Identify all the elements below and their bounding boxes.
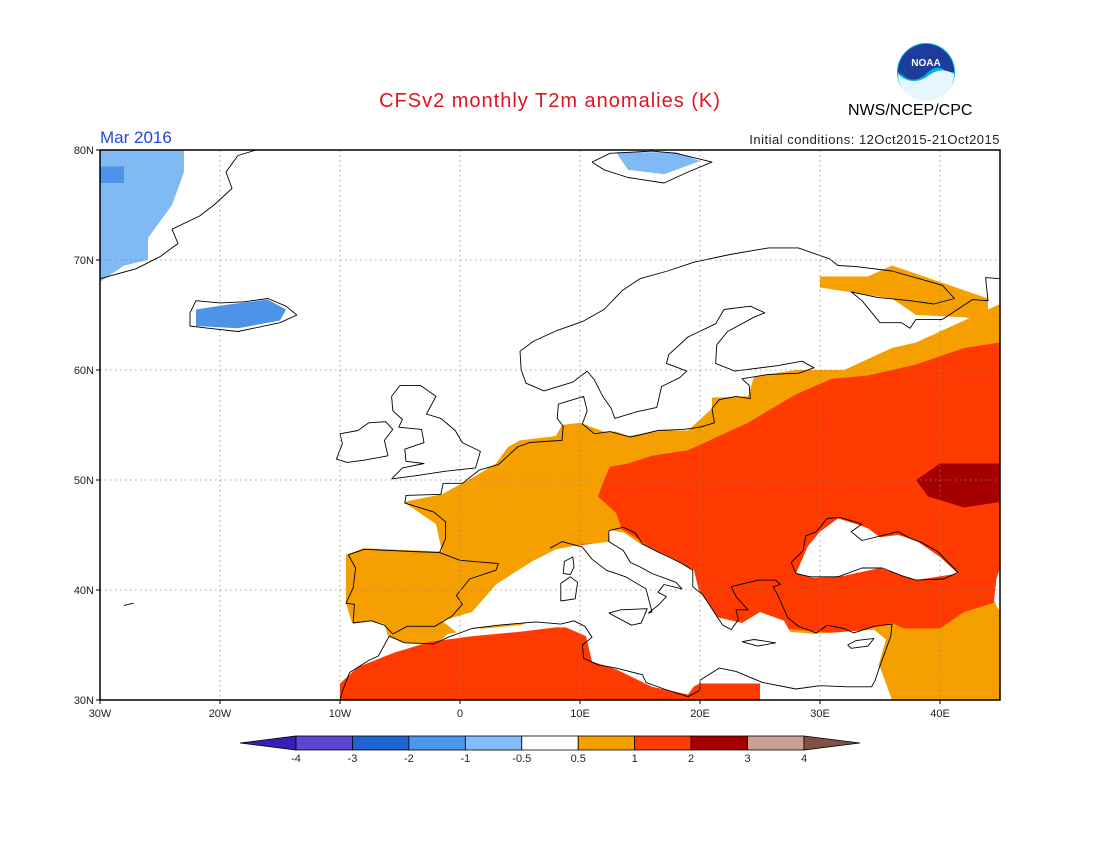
agency-label: NWS/NCEP/CPC xyxy=(848,102,973,119)
lon-tick-label: 20E xyxy=(690,708,710,720)
map-frame xyxy=(99,149,1001,701)
coastline-crete xyxy=(741,639,777,647)
figure-title: CFSv2 monthly T2m anomalies (K) xyxy=(379,90,721,112)
axis-ticks: 30W 20W 10W 0 10E 20E 30E 40E 30N 40N 50N 60N 70N 80N xyxy=(74,145,950,720)
colorbar-swatch xyxy=(295,735,353,751)
lon-tick-label: 10W xyxy=(329,708,352,720)
coastline-british-isles xyxy=(391,384,481,480)
colorbar-swatch xyxy=(408,735,466,751)
colorbar-swatch xyxy=(577,735,636,751)
colorbar-swatch xyxy=(747,735,805,751)
anomaly-region-svalbard-light-blue xyxy=(616,152,700,175)
coastline-france-belgium-netherlands xyxy=(404,247,1001,553)
coastline-greenland-coast xyxy=(99,149,257,280)
lat-tick-label: 80N xyxy=(74,145,94,157)
colorbar-label: 2 xyxy=(688,753,694,765)
colorbar-label: 1 xyxy=(632,753,638,765)
colorbar-swatch xyxy=(634,735,692,751)
colorbar-label: -2 xyxy=(404,753,414,765)
coastline-azores-canaries xyxy=(123,602,134,606)
coastline-svalbard xyxy=(591,150,713,184)
colorbar-min-triangle xyxy=(239,735,297,751)
forecast-month: Mar 2016 xyxy=(100,128,172,147)
coastline-balkans-greece-turkey xyxy=(339,526,893,701)
colorbar: -4 -3 -2 -1 -0.5 0.5 1 2 3 4 xyxy=(239,735,861,765)
lon-tick-label: 20W xyxy=(209,708,232,720)
colorbar-swatch xyxy=(464,735,523,751)
anomaly-region-iceland-blue xyxy=(196,299,286,329)
colorbar-label: 3 xyxy=(744,753,750,765)
colorbar-swatch xyxy=(521,735,579,751)
colorbar-swatch xyxy=(352,735,410,751)
colorbar-label: 4 xyxy=(801,753,807,765)
lat-tick-label: 40N xyxy=(74,585,94,597)
colorbar-label: -4 xyxy=(291,753,301,765)
colorbar-label: -3 xyxy=(348,753,358,765)
coastline-black-sea-coast xyxy=(790,516,959,581)
coastline-cyprus xyxy=(847,637,875,649)
lat-tick-label: 60N xyxy=(74,365,94,377)
graticule xyxy=(100,150,1000,700)
anomaly-region-ukraine-dark-red xyxy=(916,463,1000,508)
anomaly-region-black-sea-white xyxy=(796,518,958,581)
logo-text: NOAA xyxy=(911,58,940,69)
lon-tick-label: 30W xyxy=(89,708,112,720)
colorbar-max-triangle xyxy=(803,735,861,751)
colorbar-label: 0.5 xyxy=(571,753,586,765)
noaa-logo-icon: NOAA xyxy=(897,43,955,102)
lon-tick-label: 40E xyxy=(930,708,950,720)
lat-tick-label: 30N xyxy=(74,695,94,707)
lon-tick-label: 0 xyxy=(457,708,463,720)
colorbar-swatch xyxy=(690,735,748,751)
lat-tick-label: 50N xyxy=(74,475,94,487)
anomaly-region-caspian-white xyxy=(994,568,1000,612)
anomaly-region-north-russia-orange xyxy=(820,265,988,321)
colorbar-label: -0.5 xyxy=(512,753,531,765)
coastlines xyxy=(99,149,1001,701)
lon-tick-label: 30E xyxy=(810,708,830,720)
coastline-italy xyxy=(549,526,683,614)
coastline-sicily xyxy=(608,608,648,626)
lat-tick-label: 70N xyxy=(74,255,94,267)
coastline-iberia xyxy=(345,548,499,635)
anomaly-region-greenland-mid-blue xyxy=(100,166,124,183)
coastline-sardinia xyxy=(560,576,579,602)
colorbar-label: -1 xyxy=(460,753,470,765)
coastline-ireland xyxy=(335,421,394,463)
coastline-iceland xyxy=(189,298,298,332)
initial-conditions: Initial conditions: 12Oct2015-21Oct2015 xyxy=(749,132,1000,147)
coastline-corsica xyxy=(562,556,575,576)
anomaly-regions xyxy=(100,150,1000,700)
lon-tick-label: 10E xyxy=(570,708,590,720)
anomaly-region-mediterranean-white xyxy=(442,529,886,695)
